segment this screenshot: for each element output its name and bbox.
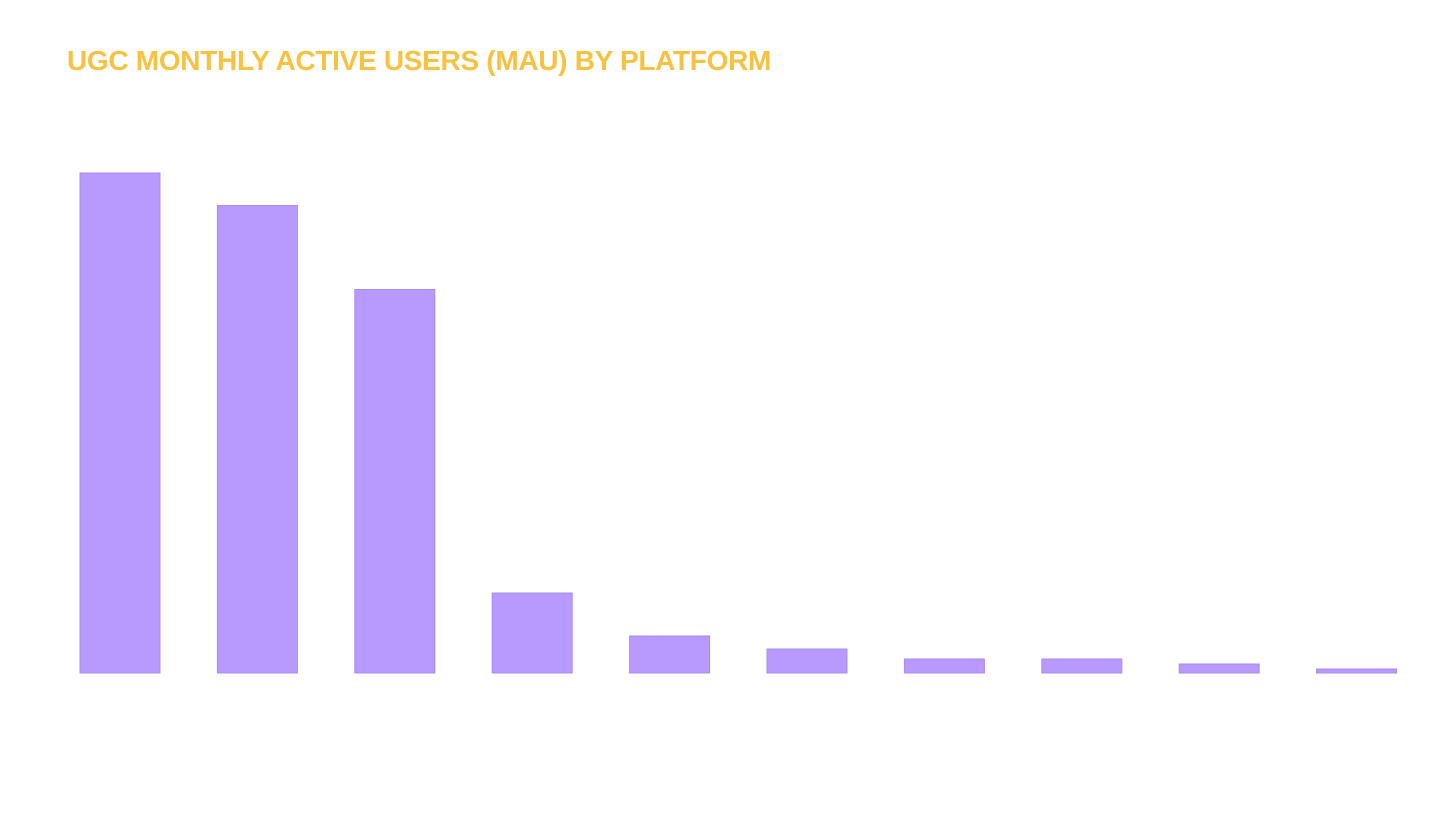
bar-3 [354, 289, 436, 674]
bar-5 [629, 635, 711, 674]
bar-7 [903, 658, 985, 674]
bar-8 [1041, 658, 1123, 674]
bar-10 [1316, 668, 1398, 674]
bar-9 [1178, 663, 1260, 674]
bar-4 [491, 592, 573, 674]
chart-title: UGC MONTHLY ACTIVE USERS (MAU) BY PLATFO… [67, 45, 772, 76]
bar-1 [79, 172, 161, 674]
bar-6 [766, 648, 848, 674]
bar-2 [216, 205, 298, 674]
bars-layer [79, 172, 1398, 674]
